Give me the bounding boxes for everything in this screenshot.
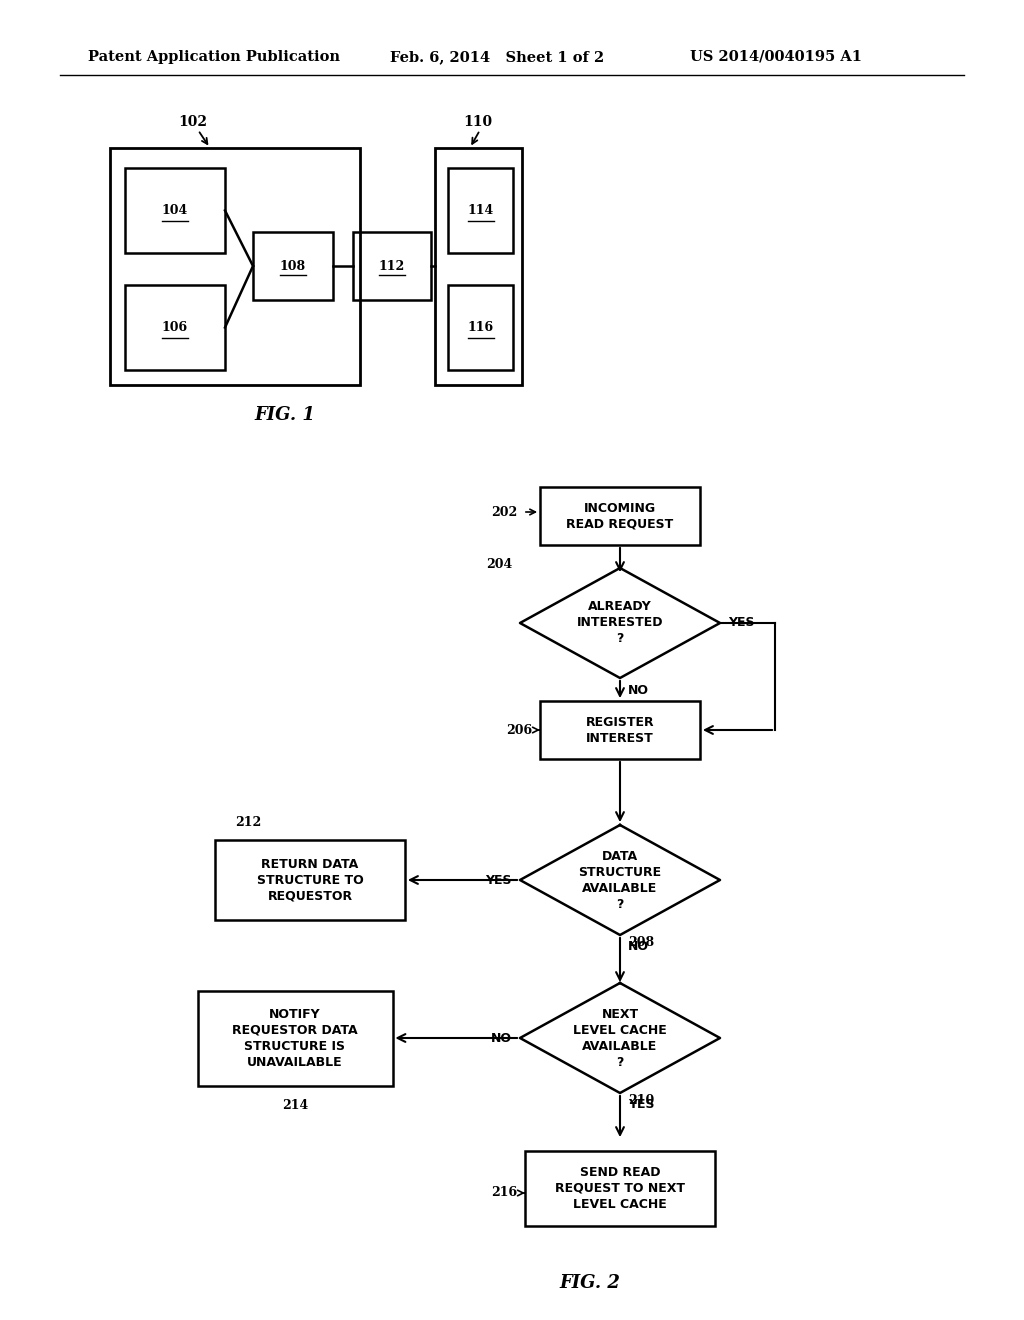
Text: RETURN DATA
STRUCTURE TO
REQUESTOR: RETURN DATA STRUCTURE TO REQUESTOR bbox=[257, 858, 364, 903]
Text: 214: 214 bbox=[282, 1100, 308, 1111]
Text: Patent Application Publication: Patent Application Publication bbox=[88, 50, 340, 63]
Text: YES: YES bbox=[485, 874, 512, 887]
Text: 202: 202 bbox=[490, 506, 517, 519]
Bar bbox=[540, 487, 700, 545]
Text: NEXT
LEVEL CACHE
AVAILABLE
?: NEXT LEVEL CACHE AVAILABLE ? bbox=[573, 1007, 667, 1068]
Text: REGISTER
INTEREST: REGISTER INTEREST bbox=[586, 715, 654, 744]
Bar bbox=[253, 232, 333, 300]
Text: 110: 110 bbox=[464, 115, 493, 129]
Bar bbox=[198, 990, 392, 1085]
Text: YES: YES bbox=[728, 616, 755, 630]
Text: 114: 114 bbox=[467, 205, 494, 216]
Bar bbox=[540, 701, 700, 759]
Text: 206: 206 bbox=[506, 723, 532, 737]
Bar bbox=[353, 232, 431, 300]
Bar bbox=[125, 285, 225, 370]
Bar bbox=[449, 285, 513, 370]
Text: YES: YES bbox=[628, 1098, 654, 1111]
Text: NO: NO bbox=[628, 940, 649, 953]
Text: Feb. 6, 2014   Sheet 1 of 2: Feb. 6, 2014 Sheet 1 of 2 bbox=[390, 50, 604, 63]
Text: NO: NO bbox=[628, 684, 649, 697]
Text: DATA
STRUCTURE
AVAILABLE
?: DATA STRUCTURE AVAILABLE ? bbox=[579, 850, 662, 911]
Text: INCOMING
READ REQUEST: INCOMING READ REQUEST bbox=[566, 502, 674, 531]
Text: 208: 208 bbox=[628, 936, 654, 949]
Text: 106: 106 bbox=[162, 321, 188, 334]
Text: 108: 108 bbox=[280, 260, 306, 272]
Text: 116: 116 bbox=[467, 321, 494, 334]
Text: 204: 204 bbox=[485, 557, 512, 570]
Bar bbox=[125, 168, 225, 253]
Text: ALREADY
INTERESTED
?: ALREADY INTERESTED ? bbox=[577, 601, 664, 645]
Bar bbox=[215, 840, 406, 920]
Text: 210: 210 bbox=[628, 1094, 654, 1107]
Bar bbox=[525, 1151, 715, 1225]
Text: FIG. 1: FIG. 1 bbox=[255, 407, 315, 424]
Text: 104: 104 bbox=[162, 205, 188, 216]
Text: 212: 212 bbox=[234, 816, 261, 829]
Text: 102: 102 bbox=[178, 115, 208, 129]
Bar bbox=[110, 148, 360, 385]
Text: 216: 216 bbox=[490, 1187, 517, 1200]
Text: NO: NO bbox=[490, 1031, 512, 1044]
Text: SEND READ
REQUEST TO NEXT
LEVEL CACHE: SEND READ REQUEST TO NEXT LEVEL CACHE bbox=[555, 1166, 685, 1210]
Bar bbox=[449, 168, 513, 253]
Bar bbox=[435, 148, 522, 385]
Text: NOTIFY
REQUESTOR DATA
STRUCTURE IS
UNAVAILABLE: NOTIFY REQUESTOR DATA STRUCTURE IS UNAVA… bbox=[232, 1007, 357, 1068]
Text: 112: 112 bbox=[379, 260, 406, 272]
Text: US 2014/0040195 A1: US 2014/0040195 A1 bbox=[690, 50, 862, 63]
Text: FIG. 2: FIG. 2 bbox=[559, 1274, 621, 1292]
